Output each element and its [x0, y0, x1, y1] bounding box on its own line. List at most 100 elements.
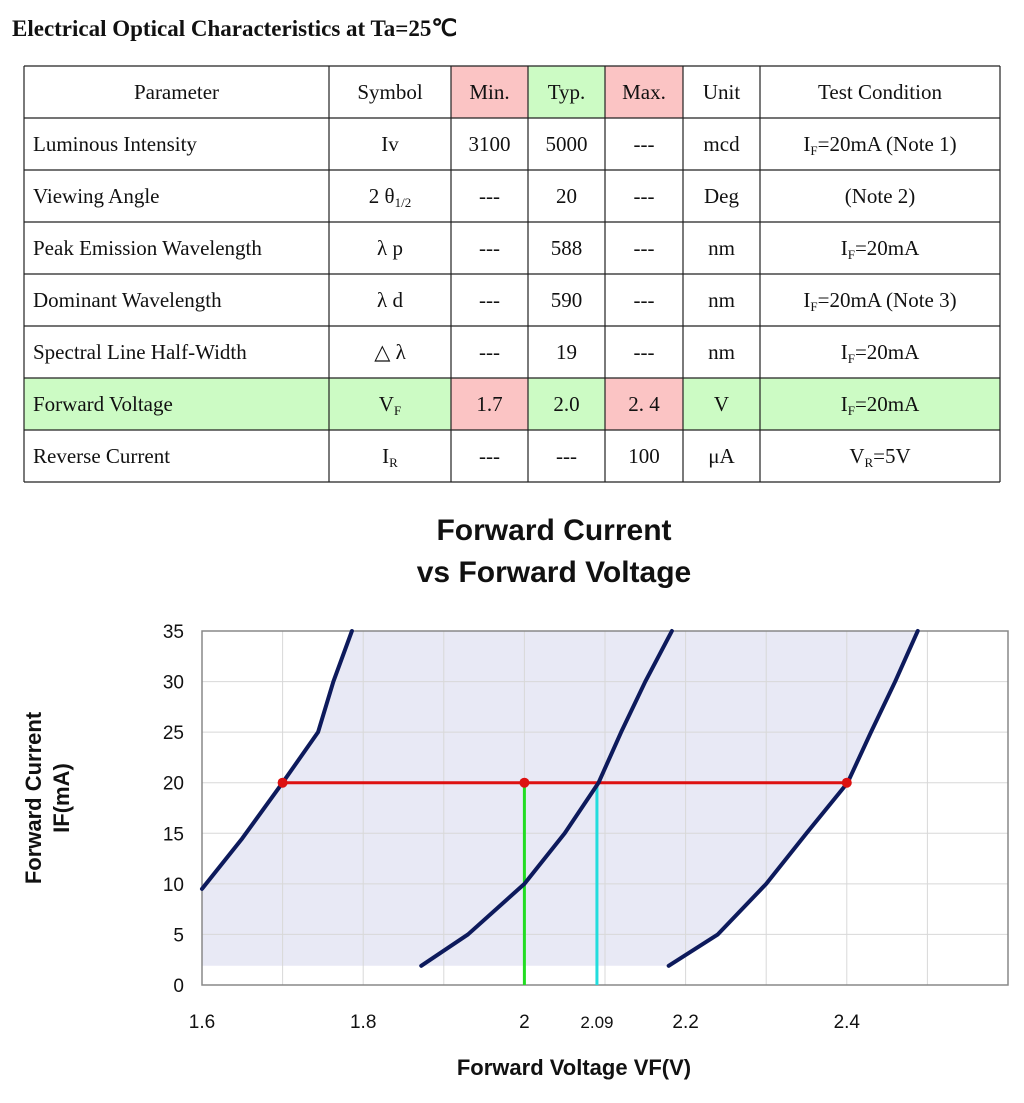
cell: --- [479, 236, 500, 260]
subscript: F [810, 299, 817, 314]
column-header: Unit [703, 80, 741, 104]
marker [841, 777, 852, 788]
y-tick-label: 30 [163, 673, 184, 694]
cell: Iv [381, 132, 399, 156]
cell-part: I [382, 444, 389, 468]
cell-part: I [841, 392, 848, 416]
y-tick-label: 15 [163, 824, 184, 845]
cell-part: =20mA [855, 392, 920, 416]
subscript: 1/2 [395, 195, 412, 210]
cell: 20 [556, 184, 577, 208]
chart-title: Forward Current [436, 514, 671, 547]
cell-bg [24, 378, 329, 430]
cell: 2.0 [553, 392, 579, 416]
cell: nm [708, 340, 735, 364]
plot-frame [201, 630, 1009, 986]
x-tick-label: 1.8 [350, 1012, 376, 1033]
cell-bg [605, 378, 683, 430]
cell: Reverse Current [33, 444, 170, 468]
cell: Dominant Wavelength [33, 288, 222, 312]
cell: μA [708, 444, 735, 468]
cell: 590 [551, 288, 583, 312]
cell: --- [479, 444, 500, 468]
cell-bg [683, 378, 760, 430]
cell-part: V [379, 392, 394, 416]
column-header: Typ. [548, 80, 586, 104]
marker [519, 777, 530, 788]
x-axis-label: Forward Voltage VF(V) [457, 1055, 691, 1080]
cell: VF [379, 392, 401, 418]
column-header: Max. [622, 80, 666, 104]
cell: --- [556, 444, 577, 468]
cell: 2 θ1/2 [369, 184, 411, 210]
cell-bg [605, 66, 683, 118]
marker [277, 777, 288, 788]
subscript: F [848, 351, 855, 366]
cell-part: =5V [873, 444, 911, 468]
chart-title: vs Forward Voltage [417, 556, 692, 589]
cell-part: I [803, 288, 810, 312]
cell-part: =20mA [855, 340, 920, 364]
cell: IF=20mA [841, 340, 920, 366]
cell: IF=20mA (Note 3) [803, 288, 956, 314]
cell: --- [634, 132, 655, 156]
cell-bg [451, 378, 528, 430]
curve [666, 629, 920, 968]
subscript: F [394, 403, 401, 418]
cell-part: I [841, 236, 848, 260]
x-tick-label: 2.4 [834, 1012, 861, 1033]
subscript: F [810, 143, 817, 158]
cell: Viewing Angle [33, 184, 159, 208]
cell: --- [634, 288, 655, 312]
shaded-region [202, 631, 918, 966]
cell: V [714, 392, 729, 416]
cell-part: V [849, 444, 864, 468]
y-tick-label: 20 [163, 774, 184, 795]
cell: --- [479, 288, 500, 312]
cell: IR [382, 444, 398, 470]
cell: 1.7 [476, 392, 502, 416]
cell-part: =20mA [855, 236, 920, 260]
y-tick-label: 25 [163, 723, 184, 744]
cell: --- [634, 340, 655, 364]
y-tick-label: 5 [173, 925, 184, 946]
column-header: Parameter [134, 80, 219, 104]
cell: 3100 [469, 132, 511, 156]
cell-part: 2 θ [369, 184, 395, 208]
cell-part: =20mA (Note 3) [818, 288, 957, 312]
cell: IF=20mA [841, 236, 920, 262]
cell: λ d [377, 288, 403, 312]
y-tick-label: 10 [163, 875, 184, 896]
page-title: Electrical Optical Characteristics at Ta… [12, 16, 457, 41]
cell: Forward Voltage [33, 392, 173, 416]
cell-bg [528, 66, 605, 118]
curve [200, 629, 354, 891]
cell-bg [451, 66, 528, 118]
cell: mcd [703, 132, 740, 156]
y-axis-label: Forward Current [21, 711, 46, 884]
curve [419, 629, 674, 968]
y-tick-label: 35 [163, 622, 184, 643]
cell: --- [634, 236, 655, 260]
x-tick-label: 1.6 [189, 1012, 215, 1033]
subscript: R [864, 455, 873, 470]
column-header: Symbol [357, 80, 423, 104]
column-header: Min. [469, 80, 509, 104]
y-axis-label: IF(mA) [49, 763, 74, 833]
cell-bg [760, 378, 1000, 430]
cell: nm [708, 236, 735, 260]
cell: nm [708, 288, 735, 312]
cell-part: I [803, 132, 810, 156]
cell-bg [329, 378, 451, 430]
subscript: F [848, 247, 855, 262]
x-tick-label: 2.09 [580, 1013, 613, 1032]
cell: Spectral Line Half-Width [33, 340, 247, 364]
cell: --- [634, 184, 655, 208]
x-tick-label: 2.2 [672, 1012, 698, 1033]
cell: Peak Emission Wavelength [33, 236, 262, 260]
cell: 2. 4 [628, 392, 660, 416]
cell: --- [479, 184, 500, 208]
cell: --- [479, 340, 500, 364]
column-header: Test Condition [818, 80, 942, 104]
